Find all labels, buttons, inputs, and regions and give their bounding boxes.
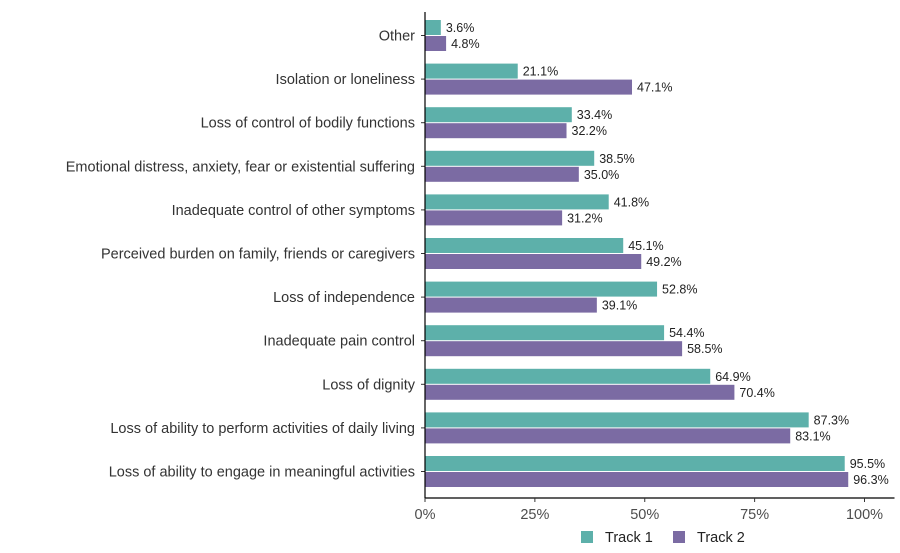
bar-2-10 xyxy=(425,472,849,487)
value-label: 83.1% xyxy=(795,429,830,443)
legend-label-2: Track 2 xyxy=(697,530,745,546)
value-label: 31.2% xyxy=(567,211,602,225)
bars-layer: 3.6% 4.8% 21.1% 47.1% 33.4% 32.2% 38.5% 35.0% 41… xyxy=(425,20,889,487)
value-label: 96.3% xyxy=(853,473,888,487)
bar-2-5 xyxy=(425,254,642,269)
axes-layer: Other Isolation or loneliness Loss of cont… xyxy=(66,12,895,523)
bar-2-6 xyxy=(425,297,597,313)
value-label: 52.8% xyxy=(662,283,697,297)
value-label: 49.2% xyxy=(646,255,681,269)
bar-1-8 xyxy=(425,368,711,384)
bar-1-10 xyxy=(425,456,845,471)
legend-swatch-2 xyxy=(673,531,685,543)
bar-2-2 xyxy=(425,123,567,139)
category-label: Isolation or loneliness xyxy=(276,72,415,88)
value-label: 4.8% xyxy=(451,37,480,51)
bar-1-1 xyxy=(425,63,518,79)
x-tick-label: 75% xyxy=(740,507,769,523)
x-tick-label: 0% xyxy=(415,507,436,523)
bar-1-2 xyxy=(425,107,572,123)
bar-2-0 xyxy=(425,36,447,51)
value-label: 47.1% xyxy=(637,81,672,95)
bar-1-7 xyxy=(425,325,665,341)
value-label: 33.4% xyxy=(577,108,612,122)
value-label: 54.4% xyxy=(669,326,704,340)
value-label: 35.0% xyxy=(584,168,619,182)
value-label: 39.1% xyxy=(602,299,637,313)
value-label: 58.5% xyxy=(687,342,722,356)
value-label: 41.8% xyxy=(614,195,649,209)
category-label: Loss of control of bodily functions xyxy=(201,116,415,132)
x-tick-label: 25% xyxy=(520,507,549,523)
legend: Track 1 Track 2 xyxy=(581,530,745,546)
category-label: Inadequate control of other symptoms xyxy=(172,203,415,219)
value-label: 70.4% xyxy=(739,386,774,400)
bar-2-1 xyxy=(425,79,633,95)
category-label: Other xyxy=(379,29,415,45)
bar-1-5 xyxy=(425,238,624,253)
bar-2-8 xyxy=(425,384,735,400)
category-label: Loss of ability to perform activities of… xyxy=(110,421,415,437)
category-label: Loss of ability to engage in meaningful … xyxy=(109,465,415,481)
bar-1-4 xyxy=(425,194,609,210)
value-label: 32.2% xyxy=(572,124,607,138)
legend-label-1: Track 1 xyxy=(605,530,653,546)
x-tick-label: 50% xyxy=(630,507,659,523)
bar-1-6 xyxy=(425,281,658,297)
value-label: 38.5% xyxy=(599,152,634,166)
category-label: Perceived burden on family, friends or c… xyxy=(101,247,415,263)
category-label: Emotional distress, anxiety, fear or exi… xyxy=(66,159,415,175)
category-label: Loss of dignity xyxy=(322,377,415,393)
value-label: 95.5% xyxy=(850,457,885,471)
bar-1-0 xyxy=(425,20,441,35)
bar-2-4 xyxy=(425,210,563,226)
value-label: 45.1% xyxy=(628,239,663,253)
value-label: 87.3% xyxy=(814,413,849,427)
bar-2-9 xyxy=(425,428,791,444)
category-label: Loss of independence xyxy=(273,290,415,306)
bar-1-9 xyxy=(425,412,809,428)
value-label: 21.1% xyxy=(523,65,558,79)
value-label: 64.9% xyxy=(715,370,750,384)
category-label: Inadequate pain control xyxy=(263,334,415,350)
legend-swatch-1 xyxy=(581,531,593,543)
x-tick-label: 100% xyxy=(846,507,883,523)
value-label: 3.6% xyxy=(446,21,475,35)
bar-2-3 xyxy=(425,166,579,182)
bar-1-3 xyxy=(425,150,595,166)
bar-2-7 xyxy=(425,341,683,357)
